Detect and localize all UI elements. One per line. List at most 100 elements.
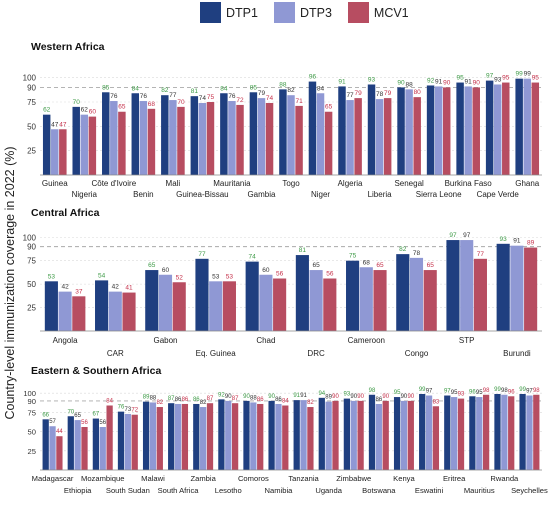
bar-mcv1-guinea-bissau: [206, 102, 215, 175]
bar-dtp1-botswana: [368, 394, 376, 470]
value-label: 52: [176, 274, 184, 281]
value-label: 93: [458, 392, 465, 398]
bar-dtp3-zambia: [200, 407, 207, 470]
bar-dtp3-kenya: [400, 400, 408, 470]
bar-dtp3-drc: [309, 270, 323, 331]
value-label: 86: [275, 397, 282, 403]
value-label: 79: [355, 90, 363, 97]
bar-dtp3-mauritius: [476, 397, 483, 470]
value-label: 65: [427, 262, 435, 269]
bar-dtp1-benin: [131, 93, 140, 175]
bar-dtp3-gambia: [257, 98, 266, 175]
value-label: 86: [257, 397, 264, 403]
value-label: 56: [326, 271, 334, 278]
bar-dtp1-algeria: [338, 86, 346, 175]
bar-mcv1-ethiopia: [81, 427, 88, 470]
bar-mcv1-angola: [72, 296, 86, 331]
x-tick-label-zambia: Zambia: [190, 474, 216, 483]
bar-mcv1-mali: [177, 106, 185, 175]
bar-dtp1-gambia: [249, 92, 258, 175]
bar-mcv1-c-te-d-ivoire: [118, 111, 126, 175]
bar-dtp1-burkina-faso: [456, 82, 464, 175]
value-label: 78: [376, 91, 384, 98]
bar-dtp1-uganda: [318, 397, 325, 470]
bar-dtp1-malawi: [142, 401, 150, 470]
bar-mcv1-algeria: [354, 98, 362, 175]
bar-dtp3-lesotho: [225, 400, 232, 470]
x-tick-label-mali: Mali: [166, 179, 181, 188]
value-label: 84: [317, 85, 325, 92]
value-label: 84: [220, 85, 228, 92]
x-tick-label-seychelles: Seychelles: [511, 486, 548, 495]
y-tick-label: 25: [28, 447, 36, 456]
bar-dtp3-eswatini: [425, 395, 433, 470]
bar-dtp3-mauritania: [228, 101, 236, 175]
bar-dtp1-mali: [161, 95, 169, 175]
bar-mcv1-kenya: [407, 400, 414, 470]
bar-dtp1-gabon: [145, 270, 159, 331]
value-label: 47: [51, 121, 59, 128]
bar-dtp3-niger: [316, 93, 325, 175]
value-label: 68: [363, 259, 371, 266]
bar-dtp3-burkina-faso: [464, 86, 472, 175]
legend-item-dtp1: DTP1: [200, 2, 258, 23]
bar-dtp3-sierra-leone: [434, 86, 443, 175]
value-label: 84: [132, 85, 140, 92]
value-label: 65: [312, 262, 320, 269]
value-label: 91: [293, 393, 300, 399]
value-label: 82: [399, 246, 407, 253]
value-label: 77: [346, 92, 354, 99]
value-label: 87: [232, 396, 239, 402]
x-tick-label-lesotho: Lesotho: [215, 486, 242, 495]
value-label: 76: [110, 93, 118, 100]
value-label: 68: [148, 101, 156, 108]
value-label: 42: [112, 284, 120, 291]
value-label: 75: [349, 253, 357, 260]
value-label: 99: [419, 387, 426, 393]
y-tick-label: 100: [23, 389, 36, 398]
bar-dtp1-stp: [446, 240, 460, 331]
bar-dtp1-togo: [279, 89, 287, 175]
bar-mcv1-burundi: [524, 247, 538, 331]
value-label: 91: [338, 78, 346, 85]
value-label: 80: [414, 89, 422, 96]
bar-mcv1-chad: [273, 278, 287, 331]
bar-dtp3-senegal: [405, 89, 413, 175]
y-tick-label: 100: [23, 233, 37, 242]
y-tick-label: 90: [27, 243, 36, 252]
x-tick-label-liberia: Liberia: [368, 190, 393, 199]
bar-dtp1-liberia: [367, 84, 376, 175]
value-label: 84: [106, 399, 113, 405]
bar-mcv1-lesotho: [231, 403, 239, 470]
bar-mcv1-nigeria: [88, 116, 97, 175]
bar-dtp1-lesotho: [218, 399, 225, 470]
value-label: 70: [177, 99, 185, 106]
legend-item-mcv1: MCV1: [347, 2, 409, 23]
legend-swatch-dtp1: [200, 2, 221, 23]
value-label: 96: [508, 389, 515, 395]
value-label: 90: [407, 394, 414, 400]
bar-dtp1-seychelles: [519, 393, 526, 470]
value-label: 82: [287, 87, 295, 94]
x-tick-label-zimbabwe: Zimbabwe: [336, 474, 371, 483]
bar-dtp3-nigeria: [80, 114, 89, 175]
bar-mcv1-togo: [295, 105, 303, 175]
x-tick-label-rwanda: Rwanda: [490, 474, 519, 483]
value-label: 89: [325, 395, 332, 401]
bar-mcv1-benin: [147, 108, 156, 175]
x-tick-label-sierra-leone: Sierra Leone: [416, 190, 462, 199]
bar-dtp3-mozambique: [99, 427, 106, 470]
bar-dtp3-comoros: [250, 402, 257, 470]
bar-dtp1-tanzania: [293, 400, 300, 470]
bar-mcv1-tanzania: [307, 407, 314, 470]
y-tick-label: 50: [28, 428, 36, 437]
value-label: 84: [282, 399, 289, 405]
bar-mcv1-guinea: [59, 129, 67, 175]
x-tick-label-angola: Angola: [53, 336, 78, 345]
value-label: 81: [191, 88, 199, 95]
bar-dtp3-tanzania: [300, 400, 307, 470]
value-label: 95: [451, 390, 458, 396]
value-label: 96: [309, 74, 317, 81]
x-tick-label-uganda: Uganda: [315, 486, 342, 495]
x-tick-label-gambia: Gambia: [247, 190, 276, 199]
